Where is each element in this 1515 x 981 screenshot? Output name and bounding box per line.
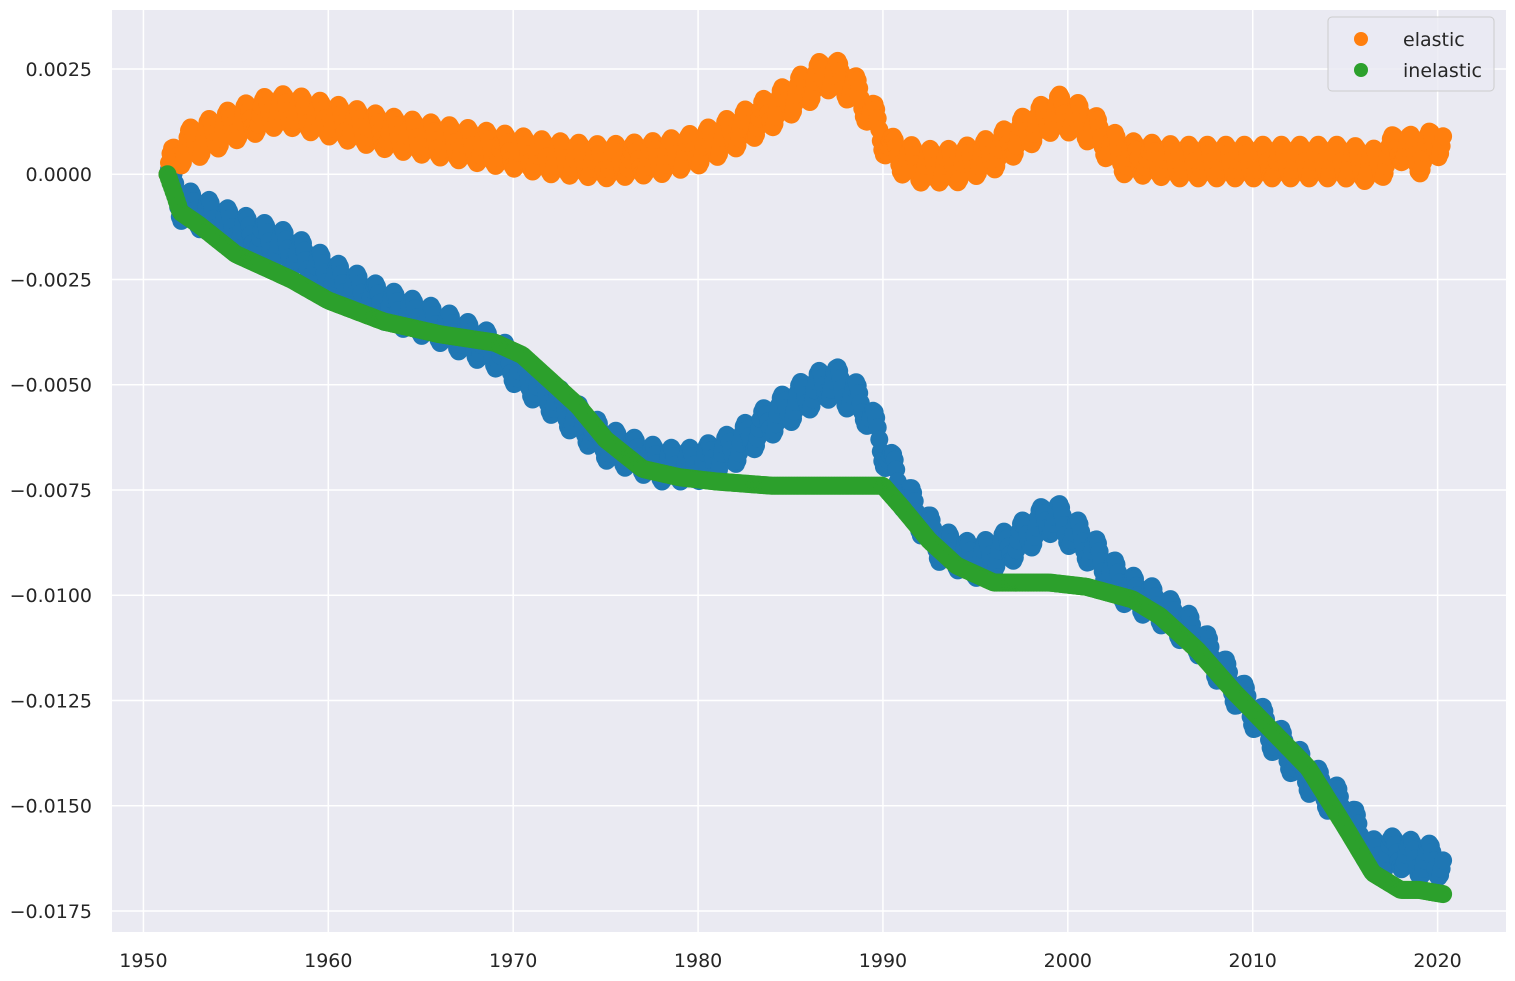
y-tick-label: −0.0075 <box>10 480 92 502</box>
y-tick-label: −0.0175 <box>10 901 92 923</box>
legend-label-elastic: elastic <box>1403 29 1465 51</box>
y-tick-label: 0.0025 <box>26 59 92 81</box>
x-tick-label: 1960 <box>304 950 352 972</box>
data-point <box>1434 851 1453 870</box>
legend: elastic inelastic <box>1327 16 1495 92</box>
axis-labels: 0.0025 0.0000 −0.0025 −0.0050 −0.0075 −0.0100… <box>10 59 1462 972</box>
x-tick-label: 1990 <box>859 950 907 972</box>
legend-box <box>1327 16 1495 92</box>
x-tick-label: 2020 <box>1413 950 1461 972</box>
x-tick-label: 1950 <box>119 950 167 972</box>
series-elastic <box>158 51 1453 192</box>
y-tick-label: −0.0050 <box>10 375 92 397</box>
series-inelastic <box>158 165 1453 904</box>
data-point <box>1434 885 1453 904</box>
x-tick-label: 1980 <box>674 950 722 972</box>
data-point <box>1434 127 1453 146</box>
x-tick-label: 2000 <box>1044 950 1092 972</box>
y-tick-label: 0.0000 <box>26 164 92 186</box>
y-tick-label: −0.0150 <box>10 796 92 818</box>
x-tick-label: 2010 <box>1229 950 1277 972</box>
legend-marker-elastic <box>1354 32 1368 46</box>
y-tick-label: −0.0100 <box>10 585 92 607</box>
y-tick-label: −0.0125 <box>10 690 92 712</box>
series-layer <box>158 51 1453 904</box>
x-tick-label: 1970 <box>489 950 537 972</box>
legend-marker-inelastic <box>1354 63 1368 77</box>
legend-label-inelastic: inelastic <box>1403 60 1482 82</box>
y-tick-label: −0.0025 <box>10 269 92 291</box>
